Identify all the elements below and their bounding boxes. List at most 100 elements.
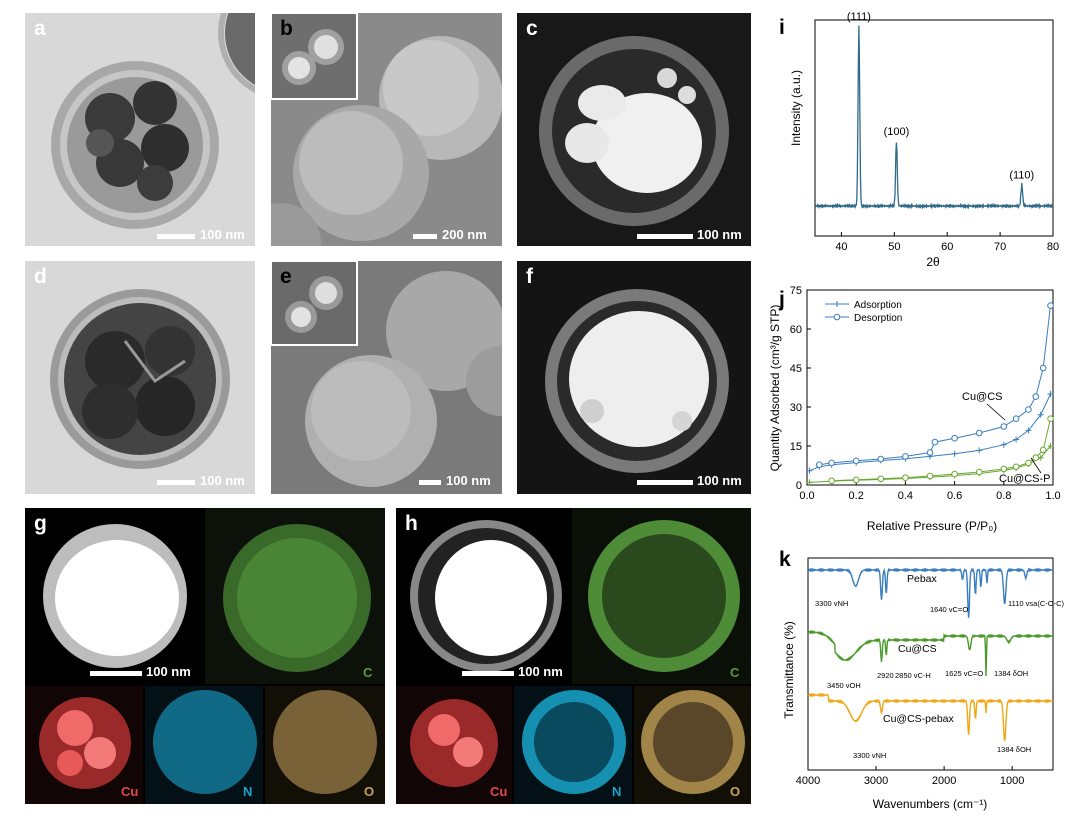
bet-point [1039, 446, 1047, 454]
bet-point [976, 447, 983, 454]
xrd-peak-label-0: (111) [847, 11, 871, 23]
ftir-ann-cucspebax-1384: 1384 δOH [997, 745, 1031, 754]
bet-xtick-label: 0.8 [996, 490, 1011, 502]
xrd-xtick-label: 80 [1047, 241, 1059, 253]
xrd-xtick-label: 60 [941, 241, 953, 253]
panel-d-scale-text: 100 nm [200, 473, 245, 488]
bet-point [931, 438, 939, 446]
xrd-peak-label-2: (110) [1009, 169, 1034, 181]
xrd-series-line [814, 25, 1054, 210]
bet-point [1037, 411, 1044, 418]
panel-e-scalebar [419, 480, 441, 485]
bet-point [1025, 459, 1032, 467]
bet-point [877, 455, 885, 463]
panel-d-scalebar [157, 480, 195, 485]
bet-xlabel: Relative Pressure (P/P₀) [867, 519, 997, 533]
bet-annotation-cucs: Cu@CS [962, 391, 1003, 403]
bet-ytick-label: 0 [796, 480, 802, 492]
bet-xtick-label: 0.2 [849, 490, 864, 502]
xrd-frame [814, 19, 1054, 237]
ftir-cucspebax-line [807, 692, 1054, 742]
bet-point [1047, 302, 1054, 309]
ftir-xtick-label: 1000 [1000, 775, 1024, 787]
panel-i-label: i [779, 16, 785, 39]
panel-g-map-o: O [364, 784, 375, 799]
ftir-ann-cucs-2850: 2850 vC-H [895, 671, 931, 680]
bet-frame [806, 289, 1054, 486]
bet-ytick-label: 15 [790, 441, 802, 453]
ftir-ann-pebax-1640: 1640 vC=O [930, 605, 968, 614]
ftir-xtick-label: 3000 [864, 775, 888, 787]
xrd-chart: i Intensity (a.u.) 2θ 40 50 60 70 80 (111) (10… [779, 11, 1059, 269]
bet-legend-adsorption: Adsorption [854, 300, 902, 311]
bet-point [1000, 441, 1007, 448]
panel-f-haadf: f 100 nm [517, 261, 751, 494]
bet-point [1047, 443, 1054, 449]
bet-xtick-label: 0.6 [947, 490, 962, 502]
bet-point [852, 476, 860, 484]
panel-g-scalebar [90, 671, 142, 676]
panel-b-label: b [280, 17, 293, 40]
ftir-ann-pebax-1110: 1110 vsa(C-O-C) [1008, 599, 1064, 608]
bet-point [1000, 423, 1008, 430]
panel-h-map-o: O [730, 784, 741, 799]
bet-point [951, 434, 958, 442]
panel-a-label: a [34, 17, 46, 40]
panel-g-map-cu: Cu [121, 784, 139, 799]
panel-j-label: j [778, 288, 785, 311]
bet-xtick-label: 0.0 [799, 490, 814, 502]
bet-ytick-label: 60 [790, 324, 802, 336]
ftir-ann-cucs-1384: 1384 δOH [994, 669, 1028, 678]
xrd-xtick-label: 40 [835, 241, 847, 253]
bet-annotation-cucs-arrow [986, 403, 1006, 421]
panel-h-scale-text: 100 nm [518, 664, 563, 679]
xrd-peak-label-1: (100) [884, 126, 910, 138]
panel-d-image [50, 289, 230, 469]
panel-f-scale-text: 100 nm [697, 473, 742, 488]
bet-annotation-cucsp-arrow [1030, 457, 1042, 474]
ftir-xtick-label: 2000 [932, 775, 956, 787]
panel-b-scalebar [413, 234, 437, 239]
bet-point [806, 467, 813, 474]
bet-ytick-label: 45 [790, 363, 802, 375]
bet-point [1047, 391, 1054, 397]
ftir-frame [807, 557, 1054, 771]
ftir-xtick-label: 4000 [796, 775, 820, 787]
panel-f-image [545, 289, 729, 473]
bet-point [1000, 465, 1008, 473]
bet-xtick-label: 1.0 [1045, 490, 1060, 502]
bet-point [852, 457, 860, 465]
panel-h-label: h [405, 512, 418, 535]
bet-point [1039, 364, 1047, 372]
bet-point [1013, 436, 1020, 443]
bet-point [1047, 415, 1054, 422]
bet-xtick-label: 0.4 [898, 490, 913, 502]
panel-a-image [51, 13, 255, 229]
panel-g-label: g [34, 512, 47, 535]
panel-c-image [539, 36, 729, 226]
panel-g-map-c: C [363, 665, 373, 680]
panel-c-scale-text: 100 nm [697, 227, 742, 242]
ftir-label-pebax: Pebax [907, 573, 938, 585]
ftir-label-cucspebax: Cu@CS-pebax [883, 713, 955, 725]
panel-b-scale-text: 200 nm [442, 227, 487, 242]
panel-g-scale-text: 100 nm [146, 664, 191, 679]
panel-g-eds: g 100 nm C Cu N O [25, 508, 385, 804]
bet-point [816, 461, 823, 469]
panel-a-scale-text: 100 nm [200, 227, 245, 242]
panel-e-sem: e 100 nm [271, 261, 502, 494]
ftir-ann-cucs-3450: 3450 vOH [827, 681, 861, 690]
panel-k-label: k [779, 548, 791, 571]
panel-f-scalebar [637, 480, 693, 485]
xrd-xtick-label: 70 [994, 241, 1006, 253]
ftir-label-cucs: Cu@CS [898, 643, 937, 655]
bet-point [975, 468, 983, 476]
bet-legend-adsorption-marker [825, 301, 849, 307]
ftir-cucs-line [807, 629, 1054, 677]
bet-ytick-label: 30 [790, 402, 802, 414]
bet-point [1025, 427, 1032, 434]
bet-series-3-line [831, 418, 1051, 482]
ftir-ylabel: Transmittance (%) [782, 621, 796, 719]
bet-point [1012, 415, 1020, 422]
panel-h-eds: h 100 nm C Cu N O [396, 508, 751, 804]
